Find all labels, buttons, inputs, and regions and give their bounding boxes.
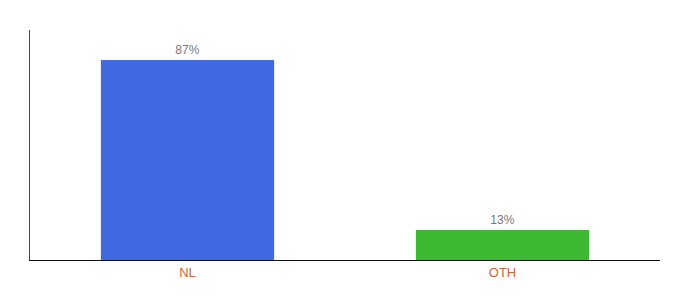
- svg-text:NL: NL: [179, 265, 196, 280]
- svg-text:87%: 87%: [175, 43, 199, 57]
- svg-text:13%: 13%: [490, 213, 514, 227]
- svg-text:OTH: OTH: [489, 265, 516, 280]
